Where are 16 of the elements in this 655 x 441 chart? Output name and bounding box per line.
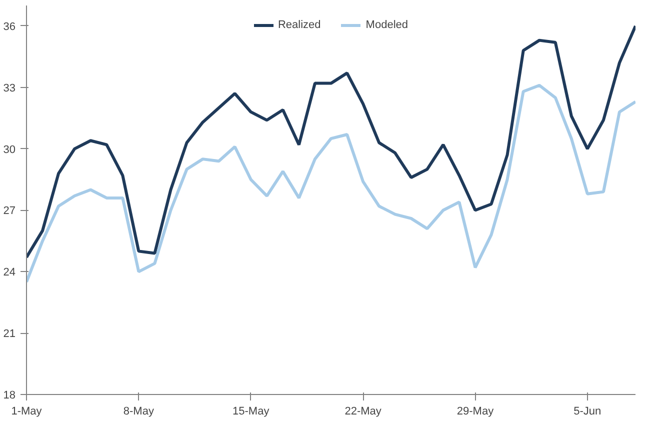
x-tick-label: 29-May — [456, 406, 494, 418]
line-series — [26, 84, 636, 284]
x-tick-label: 8-May — [123, 406, 154, 418]
x-tick-label: 22-May — [344, 406, 382, 418]
y-tick-label: 24 — [3, 266, 16, 279]
y-tick-label: 21 — [3, 328, 16, 340]
y-tick-label: 27 — [3, 205, 16, 218]
y-tick-label: 18 — [3, 390, 16, 402]
x-tick-label: 15-May — [232, 406, 270, 418]
y-tick-label: 33 — [3, 82, 16, 94]
y-tick-label: 30 — [3, 144, 16, 156]
legend-label: Modeled — [366, 19, 408, 31]
x-tick-label: 5-Jun — [574, 406, 602, 418]
legend-label: Realized — [278, 19, 321, 31]
x-tick-label: 1-May — [11, 406, 42, 418]
y-tick-label: 36 — [3, 20, 16, 33]
